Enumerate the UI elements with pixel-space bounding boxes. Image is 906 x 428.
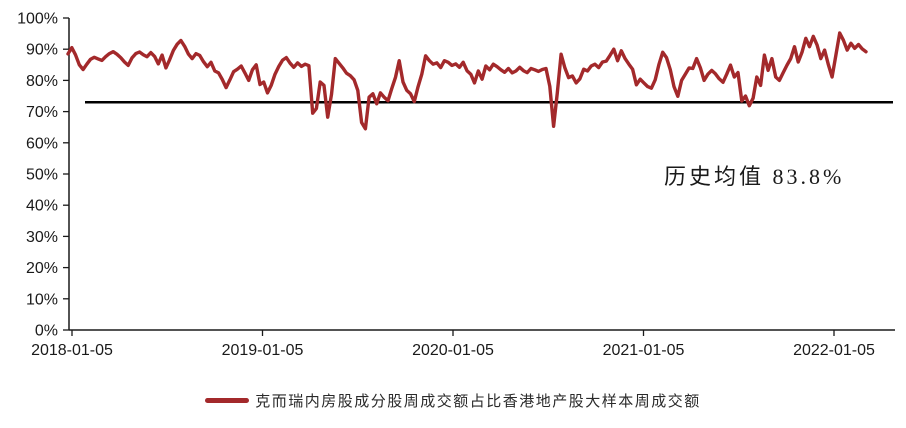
y-tick-label: 70% <box>26 104 58 121</box>
legend-line-swatch <box>205 398 250 403</box>
x-tick-label: 2022-01-05 <box>793 342 875 359</box>
y-tick-label: 30% <box>26 229 58 246</box>
x-tick-label: 2020-01-05 <box>412 342 494 359</box>
x-tick-label: 2021-01-05 <box>603 342 685 359</box>
legend: 克而瑞内房股成分股周成交额占比香港地产股大样本周成交额 <box>0 390 906 411</box>
y-tick-label: 50% <box>26 167 58 184</box>
y-tick-label: 10% <box>26 291 58 308</box>
y-tick-label: 20% <box>26 260 58 277</box>
legend-label: 克而瑞内房股成分股周成交额占比香港地产股大样本周成交额 <box>255 394 701 410</box>
y-tick-label: 40% <box>26 198 58 215</box>
x-tick-label: 2018-01-05 <box>31 342 113 359</box>
x-tick-label: 2019-01-05 <box>222 342 304 359</box>
y-tick-label: 60% <box>26 135 58 152</box>
y-tick-label: 0% <box>35 323 58 340</box>
y-tick-label: 100% <box>17 11 58 28</box>
y-tick-label: 80% <box>26 73 58 90</box>
series-line <box>66 31 868 131</box>
y-tick-label: 90% <box>26 42 58 59</box>
mean-value-annotation: 历史均值 83.8% <box>664 164 845 189</box>
